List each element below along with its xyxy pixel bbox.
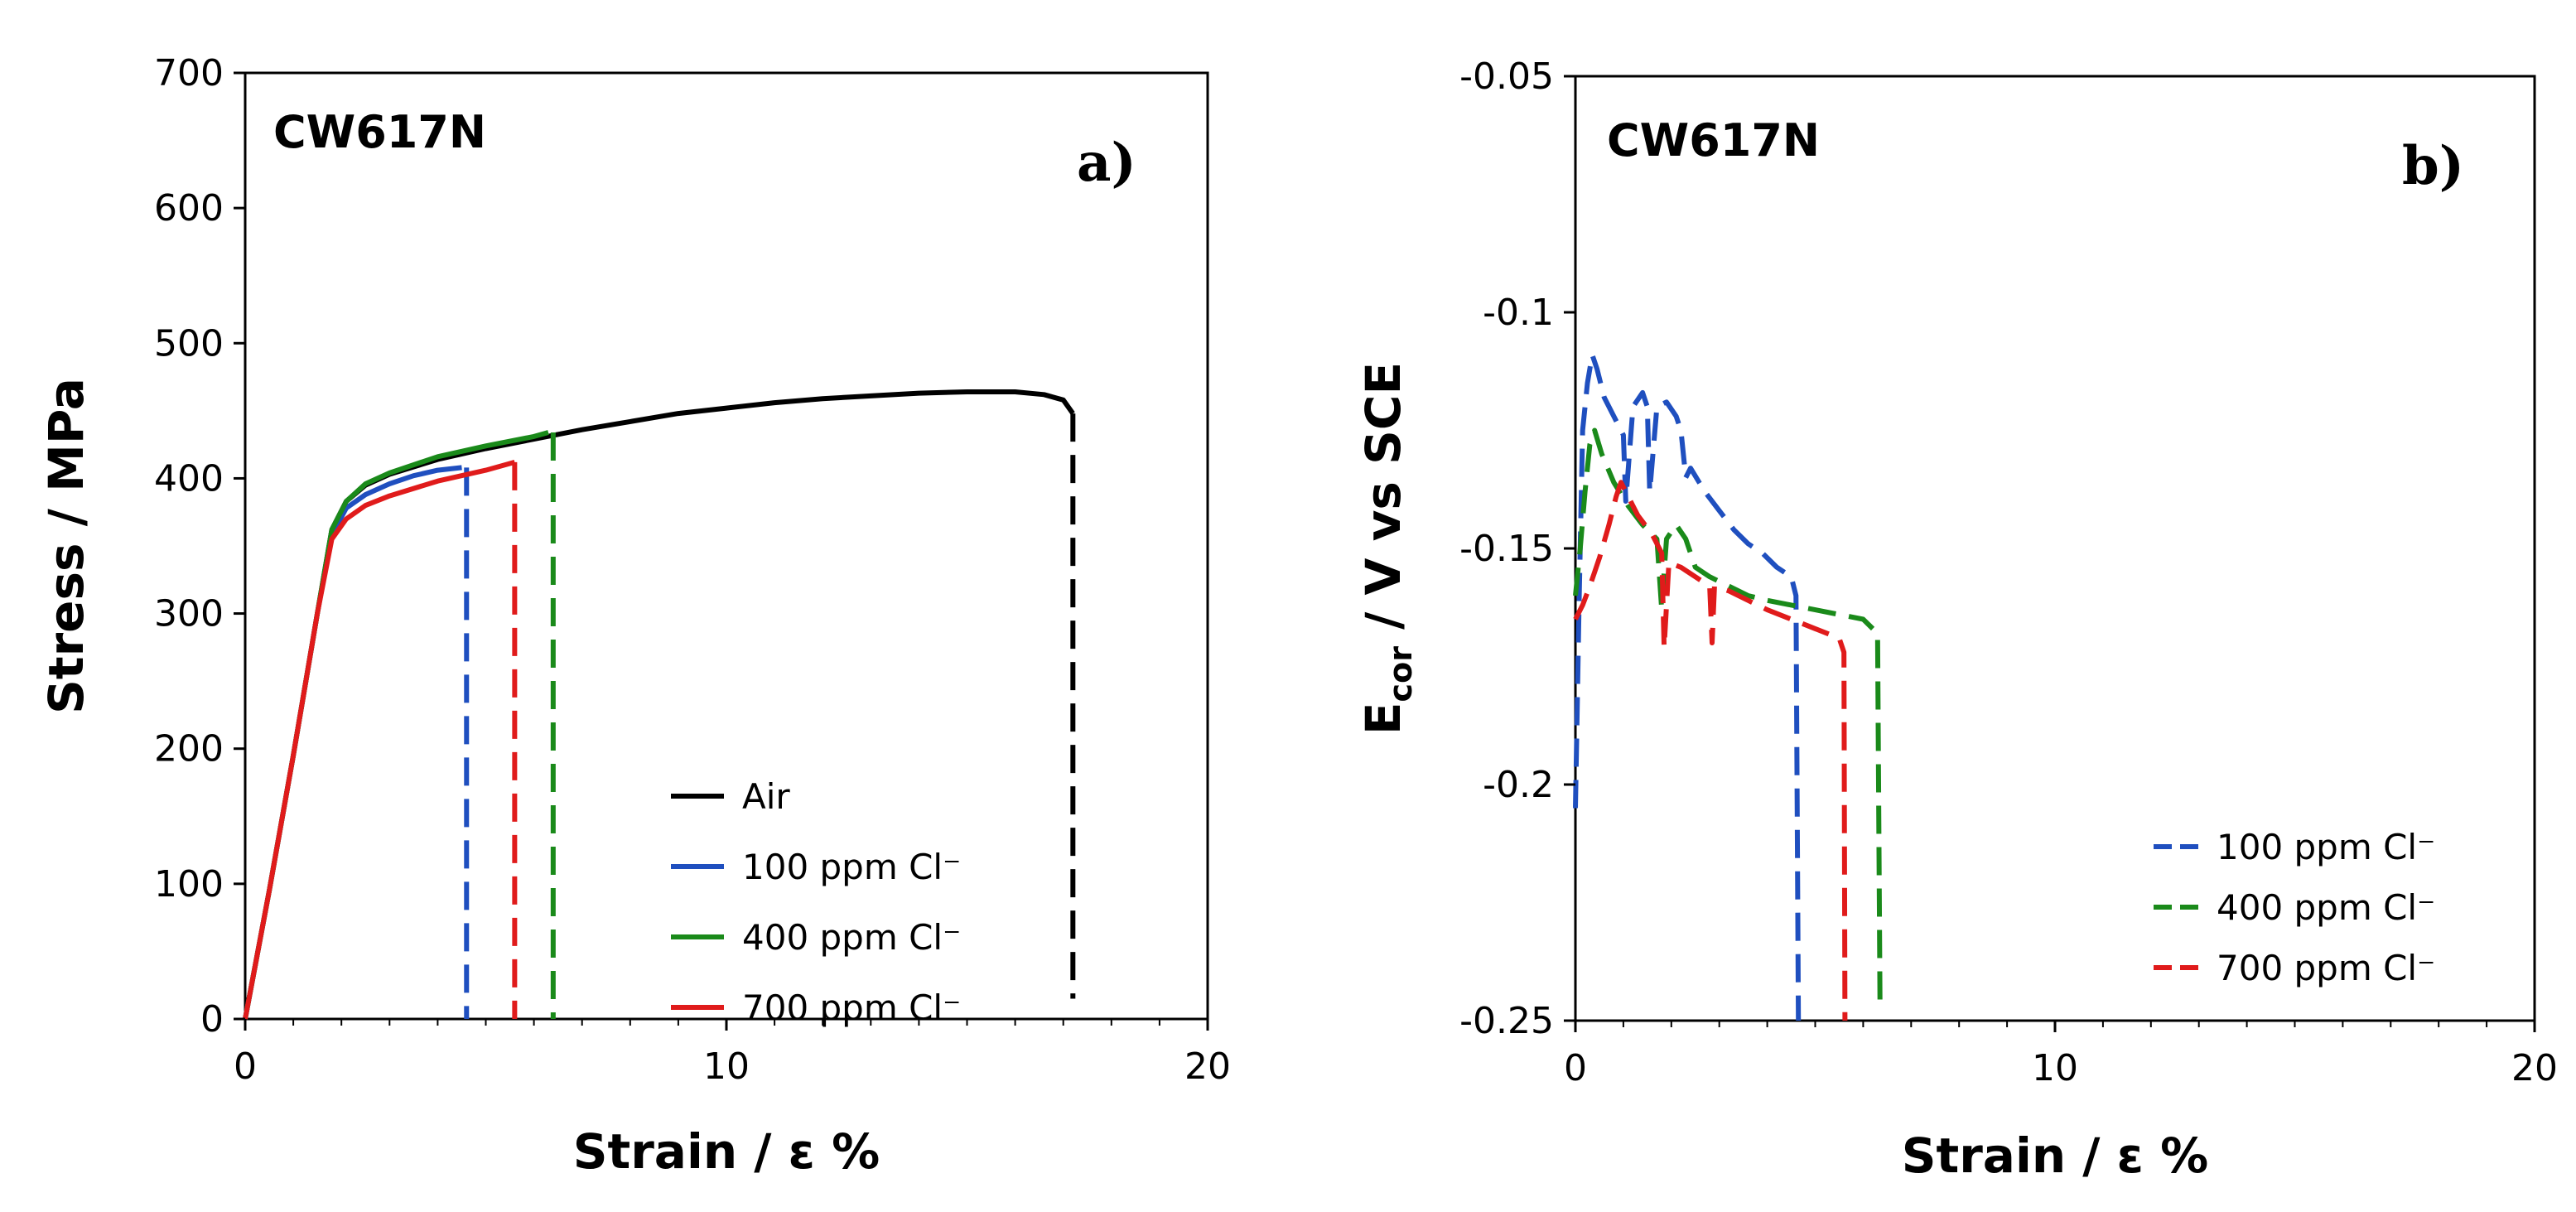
y-tick-label: -0.1 [1483,292,1554,334]
legend-label-400-ppm-cl: 400 ppm Cl⁻ [742,917,961,958]
y-tick-label: -0.15 [1459,528,1554,570]
panel-a-legend: Air 100 ppm Cl⁻ 400 ppm Cl⁻ 700 ppm Cl⁻ [671,776,961,1028]
y-tick-label: -0.2 [1483,764,1554,806]
y-tick-label: -0.25 [1459,1000,1554,1042]
series-line-700-ppm-cl [243,460,516,1020]
panel-a-label: a) [1077,132,1136,194]
legend-label-air: Air [742,776,790,817]
panel-b-title: CW617N [1607,114,1820,167]
panel-a-marks [243,389,1076,1020]
panel-a-title: CW617N [273,106,486,158]
panel-a-stress-strain: 0 100 200 300 400 500 600 700 0 10 20 CW617N a) S… [38,52,1231,1180]
panel-b-y-ticks: -0.25 -0.2 -0.15 -0.1 -0.05 [1459,56,1575,1042]
y-tick-label: 0 [200,998,224,1041]
legend-label-100-ppm-cl: 100 ppm Cl⁻ [2217,827,2435,867]
x-tick-label: 20 [2511,1047,2558,1089]
legend-label-100-ppm-cl: 100 ppm Cl⁻ [742,847,961,887]
panel-b-x-ticks: 0 10 20 [1564,1021,2558,1089]
x-tick-label: 10 [703,1045,750,1088]
x-tick-label: 10 [2032,1047,2078,1089]
panel-b-corrosion-potential: -0.25-0.2-0.15-0.1-0.05 0 10 20 CW617N b) … [1355,56,2558,1184]
panel-b-plot-frame [1574,75,2536,1022]
y-tick-label: 300 [154,593,224,635]
y-tick-label: 500 [154,322,224,365]
y-tick-label: 200 [154,728,224,770]
y-tick-label: -0.05 [1459,56,1554,98]
panel-b-x-axis-title: Strain / ε % [1902,1127,2209,1184]
y-tick-label: 100 [154,863,224,905]
panel-a-plot-frame [244,71,1209,1021]
panel-a-y-ticks: 0 100 200 300 400 500 600 700 [154,52,245,1041]
series-line-400-ppm-cl [243,430,549,1020]
y-tick-label: 400 [154,457,224,500]
panel-a-x-ticks: 0 10 20 [234,1019,1231,1088]
x-tick-label: 0 [1564,1047,1587,1089]
series-line-700-ppm-cl [1573,480,1848,1021]
series-line-100-ppm-cl [243,465,462,1020]
panel-b-y-axis-title-sub: cor [1382,646,1419,703]
series-line-400-ppm-cl [1573,427,1883,1002]
x-tick-label: 0 [234,1045,257,1088]
panel-b-legend: 100 ppm Cl⁻ 400 ppm Cl⁻ 700 ppm Cl⁻ [2154,827,2435,988]
panel-b-y-axis-title-rest: / V vs SCE [1355,362,1411,646]
y-tick-label: 700 [154,52,224,94]
panel-a-x-axis-title: Strain / ε % [573,1123,880,1180]
panel-b-y-axis-title-main: E [1355,702,1411,735]
legend-label-400-ppm-cl: 400 ppm Cl⁻ [2217,887,2435,928]
panel-a-y-axis-title: Stress / MPa [38,378,94,714]
panel-b-label: b) [2402,135,2464,197]
x-tick-label: 20 [1184,1045,1231,1088]
panel-b-marks [1573,352,1883,1021]
y-tick-label: 600 [154,187,224,229]
panel-b-y-axis-title: Ecor / V vs SCE [1355,362,1419,735]
legend-label-700-ppm-cl: 700 ppm Cl⁻ [742,987,961,1028]
legend-label-700-ppm-cl: 700 ppm Cl⁻ [2217,948,2435,988]
series-line-100-ppm-cl [1573,352,1802,1021]
